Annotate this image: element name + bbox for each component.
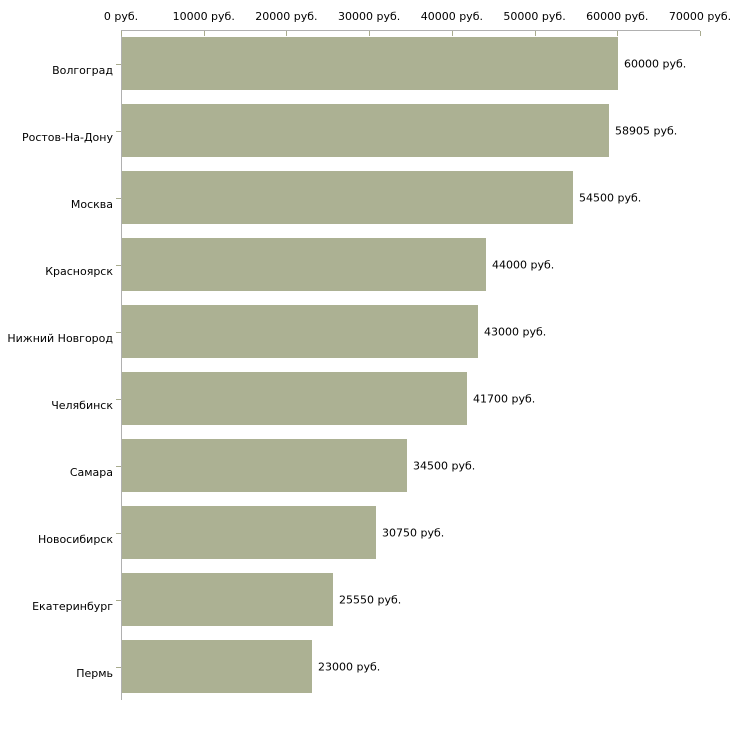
x-axis-tick <box>286 31 288 36</box>
bar[interactable] <box>122 238 486 291</box>
bar[interactable] <box>122 171 573 224</box>
y-axis-tick <box>116 466 121 467</box>
x-axis-tick-label: 0 руб. <box>103 10 139 23</box>
category-label: Екатеринбург <box>32 600 113 613</box>
bar-value-label: 43000 руб. <box>484 325 547 339</box>
x-axis-tick <box>369 31 371 36</box>
x-axis-tick-label: 20000 руб. <box>255 10 318 23</box>
x-axis-tick-label: 70000 руб. <box>668 10 730 23</box>
category-label: Челябинск <box>51 399 113 412</box>
bar-value-label: 30750 руб. <box>382 526 445 540</box>
y-axis-tick <box>116 332 121 333</box>
category-label: Красноярск <box>45 265 113 278</box>
bar[interactable] <box>122 640 312 693</box>
x-axis-tick-label: 10000 руб. <box>172 10 235 23</box>
bar[interactable] <box>122 305 478 358</box>
y-axis-tick <box>116 131 121 132</box>
category-label: Самара <box>69 466 113 479</box>
y-axis-tick <box>116 198 121 199</box>
x-axis-line <box>121 30 700 31</box>
category-label: Пермь <box>76 667 113 680</box>
bar-value-label: 41700 руб. <box>473 392 536 406</box>
category-label: Москва <box>70 198 113 211</box>
bar[interactable] <box>122 573 333 626</box>
x-axis-tick <box>617 31 619 36</box>
bar-value-label: 34500 руб. <box>413 459 476 473</box>
y-axis-tick <box>116 600 121 601</box>
y-axis-tick <box>116 64 121 65</box>
y-axis-tick <box>116 265 121 266</box>
bar[interactable] <box>122 37 618 90</box>
bar-value-label: 23000 руб. <box>318 660 381 674</box>
category-label: Волгоград <box>52 64 113 77</box>
bar-value-label: 44000 руб. <box>492 258 555 272</box>
bar[interactable] <box>122 439 407 492</box>
bar[interactable] <box>122 506 376 559</box>
bar-value-label: 60000 руб. <box>624 57 687 71</box>
y-axis-tick <box>116 667 121 668</box>
x-axis-tick <box>121 31 122 36</box>
x-axis-tick-label: 50000 руб. <box>503 10 566 23</box>
x-axis-tick <box>203 31 205 36</box>
bar-value-label: 25550 руб. <box>339 593 402 607</box>
category-label: Нижний Новгород <box>7 332 113 345</box>
bar-value-label: 58905 руб. <box>615 124 678 138</box>
category-label: Ростов-На-Дону <box>21 131 113 144</box>
bar[interactable] <box>122 372 467 425</box>
y-axis-line <box>121 30 122 700</box>
bar-value-label: 54500 руб. <box>579 191 642 205</box>
y-axis-tick <box>116 399 121 400</box>
y-axis-tick <box>116 533 121 534</box>
category-label: Новосибирск <box>37 533 113 546</box>
x-axis-tick-label: 60000 руб. <box>586 10 649 23</box>
x-axis-tick <box>534 31 536 36</box>
x-axis-tick-label: 30000 руб. <box>338 10 401 23</box>
x-axis-tick-label: 40000 руб. <box>420 10 483 23</box>
bar[interactable] <box>122 104 609 157</box>
x-axis-tick <box>700 31 701 36</box>
x-axis-tick <box>451 31 453 36</box>
